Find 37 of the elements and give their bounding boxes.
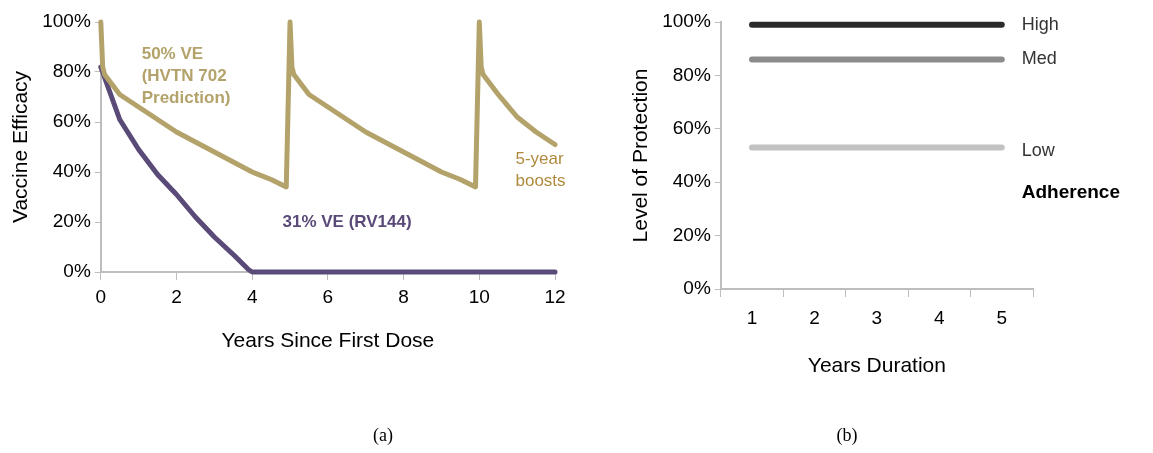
x-tick-label: 2 <box>171 285 182 307</box>
y-tick-label: 0% <box>63 260 91 282</box>
x-axis-title: Years Since First Dose <box>221 328 435 352</box>
x-axis-title: Years Duration <box>807 353 946 377</box>
text: 31% VE (RV144) <box>282 211 412 231</box>
x-tick-label: 5 <box>996 306 1008 328</box>
y-tick-label: 20% <box>52 210 91 232</box>
y-tick-label: 100% <box>42 10 91 32</box>
series-label: Med <box>1021 48 1057 69</box>
x-tick-label: 1 <box>746 306 758 328</box>
y-tick-label: 40% <box>52 160 91 182</box>
legend-title: Adherence <box>1021 181 1120 203</box>
x-tick-label: 12 <box>544 285 566 307</box>
y-tick-label: 20% <box>672 223 711 245</box>
y-tick-label: 40% <box>672 170 711 192</box>
y-axis-title: Level of Protection <box>628 68 652 243</box>
y-tick-label: 100% <box>662 10 711 32</box>
x-tick-label: 2 <box>809 306 820 328</box>
text: (b) <box>836 424 858 446</box>
series-label: 50% VE (HVTN 702 Prediction) <box>141 44 231 108</box>
x-tick-label: 4 <box>246 285 258 307</box>
series-label: High <box>1021 13 1059 34</box>
y-tick-label: 60% <box>52 110 91 132</box>
y-tick-label: 0% <box>683 277 711 299</box>
text: (a) <box>372 424 393 446</box>
annotation: 5-year boosts <box>515 149 566 191</box>
y-axis-title: Vaccine Efficacy <box>8 70 32 224</box>
y-tick-label: 80% <box>672 63 711 85</box>
x-tick-label: 6 <box>322 285 334 307</box>
y-tick-label: 80% <box>52 60 91 82</box>
y-tick-label: 60% <box>672 117 711 139</box>
series-label: Low <box>1021 140 1056 161</box>
x-tick-label: 10 <box>468 285 490 307</box>
x-tick-label: 3 <box>871 306 883 328</box>
x-tick-label: 8 <box>398 285 409 307</box>
x-tick-label: 0 <box>95 285 107 307</box>
x-tick-label: 4 <box>934 306 946 328</box>
